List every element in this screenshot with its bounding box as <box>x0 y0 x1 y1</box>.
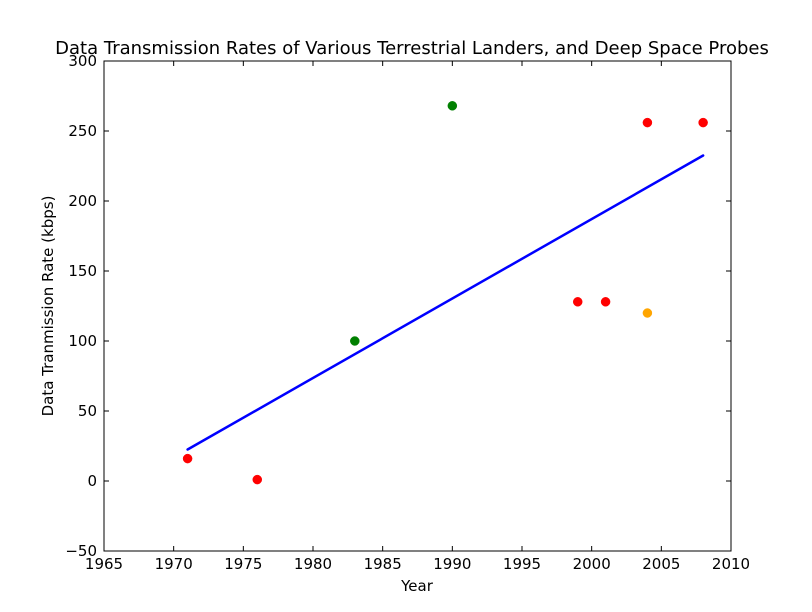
data-point <box>350 336 360 346</box>
y-tick-label: 100 <box>68 332 97 350</box>
x-tick-label: 2005 <box>642 555 680 573</box>
y-tick-label: 50 <box>78 402 97 420</box>
data-point <box>642 117 653 128</box>
plot-area: 1965 1970 1975 1980 1985 1990 1995 2000 2005 2010… <box>65 52 750 573</box>
data-point <box>447 101 458 111</box>
data-point <box>572 297 583 307</box>
x-tick-label: 1990 <box>433 555 471 573</box>
y-axis-title: Data Tranmission Rate (kbps) <box>39 196 57 417</box>
data-point <box>252 474 263 485</box>
x-tick-label: 2000 <box>573 555 611 573</box>
x-axis-title: Year <box>400 577 434 595</box>
chart-title: Data Transmission Rates of Various Terre… <box>55 38 769 59</box>
data-point <box>642 308 653 318</box>
x-tick-label: 1980 <box>294 555 332 573</box>
y-tick-label: 150 <box>68 262 97 280</box>
y-tick-label: −50 <box>65 542 97 560</box>
y-tick-label: 250 <box>68 122 97 140</box>
plot-frame <box>103 60 732 552</box>
x-tick-label: 1985 <box>364 555 402 573</box>
x-tick-label: 2010 <box>712 555 750 573</box>
data-point <box>182 453 193 464</box>
data-point <box>600 297 611 307</box>
x-tick-label: 1970 <box>155 555 193 573</box>
y-tick-label: 200 <box>68 192 97 210</box>
y-tick-label: 0 <box>87 472 97 490</box>
x-tick-label: 1975 <box>224 555 262 573</box>
trend-line <box>186 154 705 451</box>
x-tick-label: 1995 <box>503 555 541 573</box>
y-tick-label: 300 <box>68 52 97 70</box>
x-tick-label: 1965 <box>85 555 123 573</box>
data-point <box>698 117 708 128</box>
